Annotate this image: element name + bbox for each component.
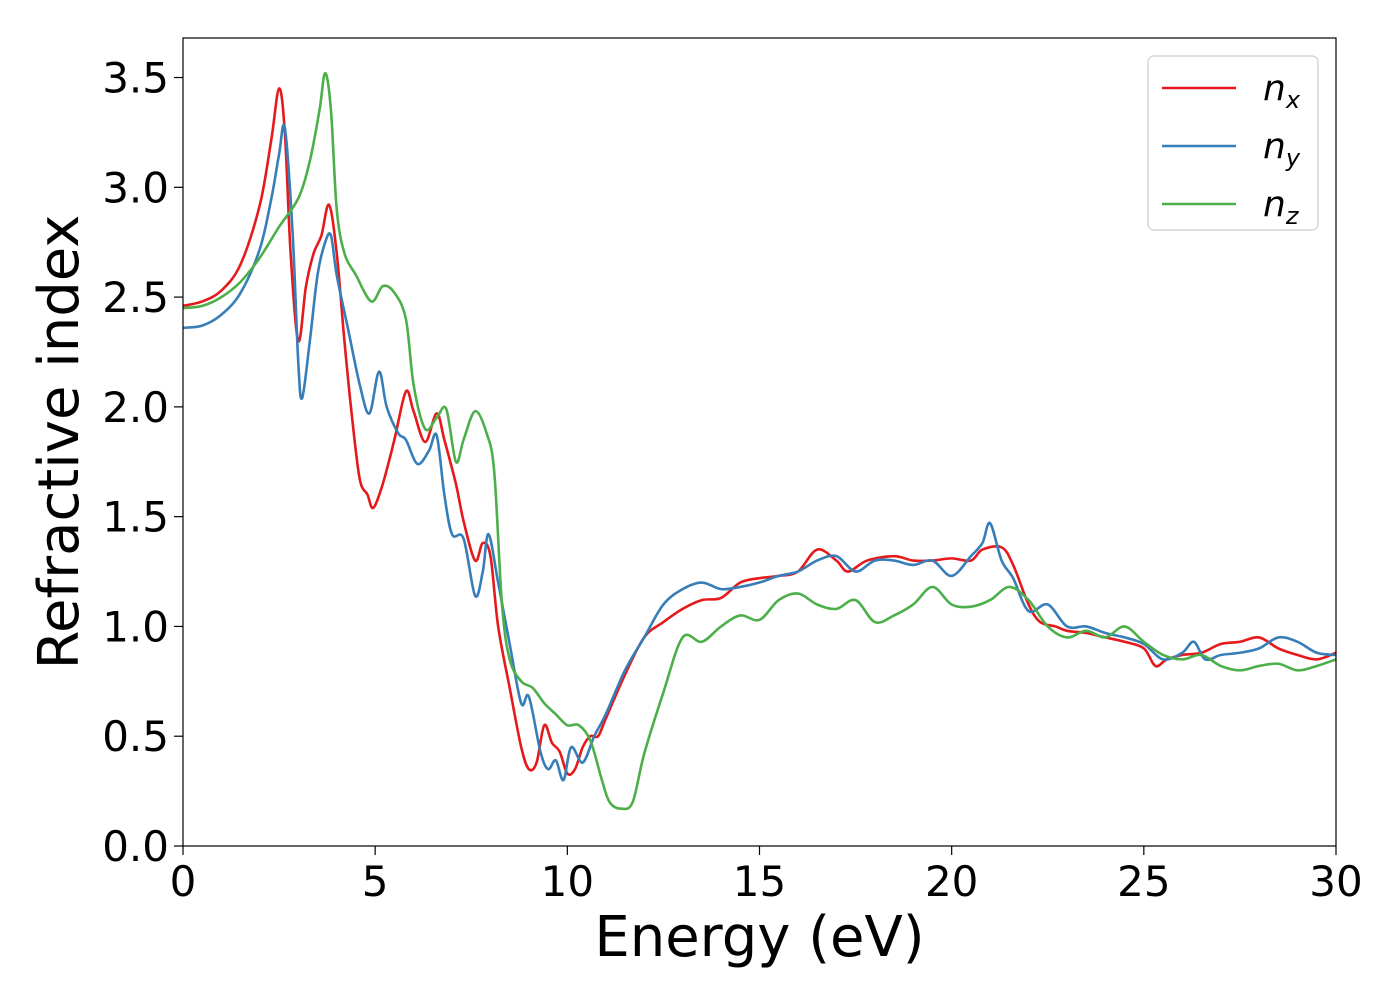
- series-line-ny: [183, 123, 1336, 782]
- legend-box: [1147, 55, 1319, 231]
- legend-entry-nx: nx: [1263, 68, 1301, 114]
- x-tick-label: 0: [170, 857, 197, 906]
- y-tick-label: 3.0: [102, 163, 169, 212]
- y-axis-title: Refractive index: [27, 215, 92, 670]
- y-tick-label: 2.5: [102, 273, 169, 322]
- series-layer: [183, 71, 1336, 811]
- series-line-nx: [183, 87, 1336, 776]
- x-axis: 0 5 10 15 20 25 30: [170, 846, 1363, 906]
- y-tick-label: 0.0: [102, 822, 169, 871]
- x-axis-title: Energy (eV): [594, 905, 924, 970]
- x-tick-label: 15: [733, 857, 786, 906]
- y-tick-label: 1.0: [102, 602, 169, 651]
- legend-entry-nz: nz: [1263, 184, 1300, 230]
- x-tick-label: 25: [1117, 857, 1170, 906]
- legend: nx ny nz: [1147, 55, 1319, 231]
- x-tick-label: 5: [362, 857, 389, 906]
- legend-entry-ny: ny: [1263, 126, 1301, 172]
- y-tick-label: 3.5: [102, 54, 169, 103]
- x-tick-label: 10: [541, 857, 594, 906]
- y-tick-label: 0.5: [102, 712, 169, 761]
- x-tick-label: 20: [925, 857, 978, 906]
- series-line-nz: [183, 71, 1336, 811]
- y-axis: 0.0 0.5 1.0 1.5 2.0 2.5 3.0 3.5: [102, 54, 183, 871]
- y-tick-label: 1.5: [102, 493, 169, 542]
- y-tick-label: 2.0: [102, 383, 169, 432]
- x-tick-label: 30: [1309, 857, 1362, 906]
